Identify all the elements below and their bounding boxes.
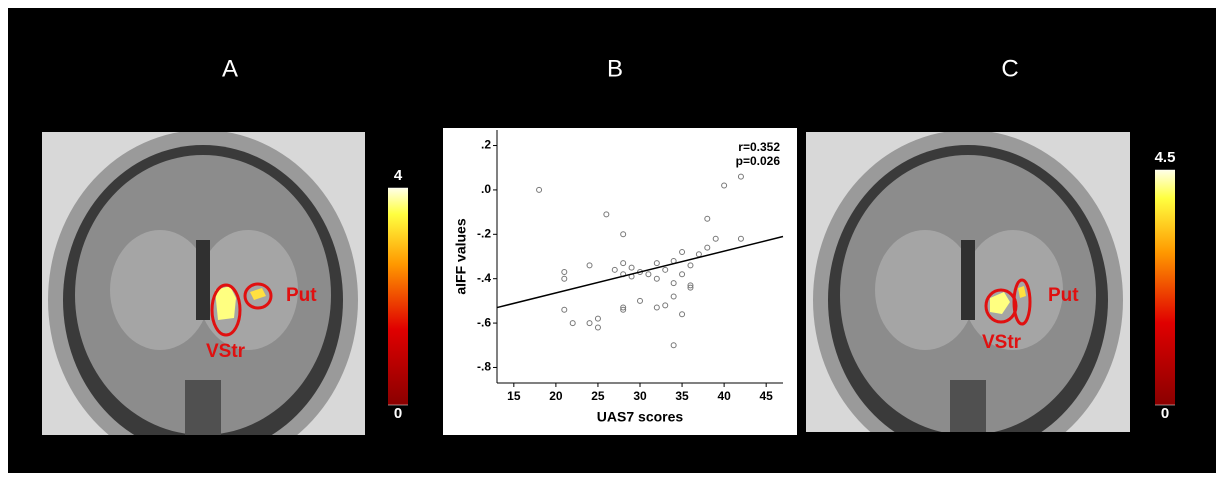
point (687, 284, 694, 291)
annotation: VStr (982, 332, 1022, 353)
panel-label: A (222, 55, 238, 82)
y-tick-label: -.6 (477, 315, 491, 329)
colorbar-label: 0 (1161, 405, 1169, 422)
brain-image (42, 132, 365, 435)
y-tick-label: .2 (481, 138, 491, 152)
y-tick-label: -.2 (477, 226, 491, 240)
fit-line (496, 235, 784, 309)
point (620, 231, 627, 238)
point (611, 266, 618, 273)
point (679, 249, 686, 256)
point (670, 293, 677, 300)
point (620, 260, 627, 267)
point (670, 280, 677, 287)
x-tick-label: 35 (675, 389, 689, 403)
point (637, 297, 643, 304)
point (561, 306, 568, 313)
x-tick-label: 30 (633, 389, 647, 403)
point (687, 262, 694, 269)
point (679, 311, 686, 318)
x-tick-label: 20 (549, 389, 563, 403)
x-tick-label: 45 (759, 389, 773, 403)
colorbar-label: 4.5 (1155, 149, 1176, 166)
point (628, 264, 635, 271)
point (645, 271, 652, 278)
colorbar (1155, 170, 1175, 405)
point (561, 269, 568, 276)
annotation: VStr (206, 341, 246, 362)
point (662, 302, 669, 309)
point (594, 324, 601, 331)
brain-image (806, 132, 1130, 432)
point (704, 215, 711, 222)
y-axis-title: aIFF values (453, 218, 469, 294)
point (653, 275, 660, 282)
point (586, 262, 593, 269)
point (712, 235, 719, 242)
annotation: Put (1048, 285, 1079, 306)
point (670, 342, 677, 349)
point (679, 271, 686, 278)
plot-background (443, 128, 797, 435)
y-tick-label: .0 (481, 182, 491, 196)
point (721, 182, 728, 189)
stat-annotation: p=0.026 (736, 154, 781, 168)
x-axis-title: UAS7 scores (597, 409, 684, 425)
colorbar-label: 4 (394, 167, 403, 184)
point (594, 315, 601, 322)
y-tick-label: -.8 (477, 360, 491, 374)
point (569, 320, 576, 327)
point (662, 266, 669, 273)
point (561, 275, 568, 282)
colorbar-label: 0 (394, 405, 402, 422)
x-tick-label: 40 (717, 389, 731, 403)
point (603, 211, 610, 218)
point (737, 173, 744, 180)
y-tick-label: -.4 (477, 271, 491, 285)
panel-label: C (1001, 55, 1018, 82)
stat-annotation: r=0.352 (738, 140, 780, 154)
point (687, 282, 694, 289)
x-tick-label: 25 (591, 389, 605, 403)
annotation: Put (286, 285, 317, 306)
point (620, 304, 627, 311)
point (704, 244, 711, 251)
point (653, 260, 660, 267)
point (653, 304, 660, 311)
point (586, 320, 593, 327)
point (737, 235, 744, 242)
panel-label: B (607, 55, 623, 82)
point (620, 306, 627, 313)
point (536, 186, 543, 193)
x-tick-label: 15 (507, 389, 521, 403)
colorbar (388, 188, 408, 405)
